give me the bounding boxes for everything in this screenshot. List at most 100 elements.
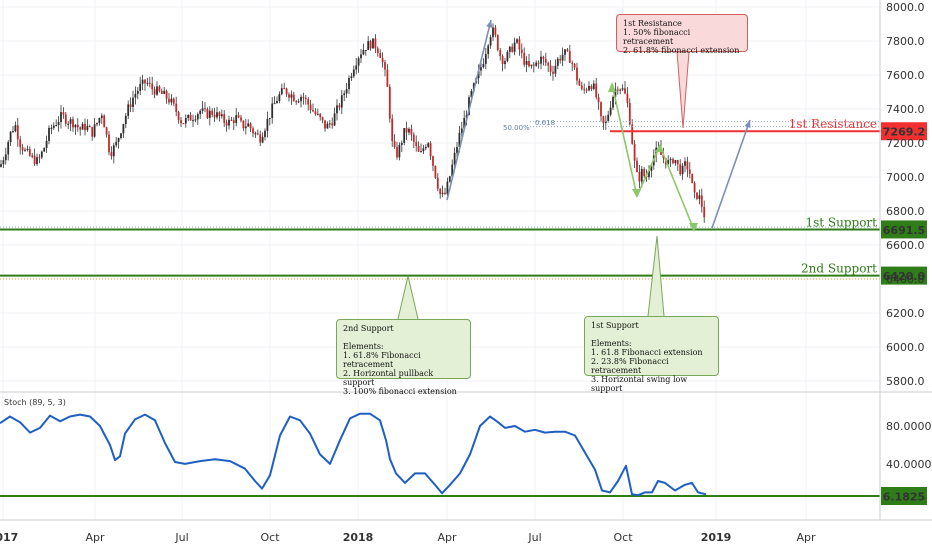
candle-body [264,130,266,138]
candle-body [139,83,142,91]
candle-body [151,83,154,90]
candle-body [321,117,324,121]
candle-body [674,160,677,164]
candle-body [633,143,636,161]
swing-arrow-head [689,223,698,232]
candle-body [141,79,144,84]
candle-body [669,159,672,161]
candle-body [336,105,338,114]
price-tick-label: 6600.0 [886,239,925,252]
candle-body [398,144,401,158]
candle-body [595,83,598,98]
candle-body [204,108,206,110]
candle-body [561,54,564,61]
candle-body [228,119,230,126]
candle-body [444,192,446,194]
price-tick-label: 5800.0 [886,375,925,388]
candle-body [681,165,684,175]
candle-body [278,94,281,102]
candle-body [436,177,439,189]
time-tick-label: Apr [796,531,816,544]
candle-body [324,120,326,129]
annotation-line: 3. 100% fibonacci extension [343,387,457,396]
time-tick-label: 2018 [343,531,374,544]
price-series [0,23,706,223]
level-value-label: 6691.5 [883,224,925,237]
candle-body [175,103,178,112]
candle-body [340,95,343,108]
candle-body [129,104,132,107]
annotation-line: 1. 61.8 Fibonacci extension [591,348,703,357]
candle-body [648,170,650,178]
candle-body [501,55,504,65]
candle-body [295,101,298,103]
price-tick-label: 6000.0 [886,341,925,354]
annotation-line: 1. 50% fibonacci retracement [623,28,691,46]
candle-body [81,123,84,130]
candle-body [312,110,314,112]
candle-body [434,165,437,178]
price-tick-label: 7200.0 [886,137,925,150]
candle-body [206,108,209,118]
candle-body [136,90,139,94]
candle-body [511,46,514,52]
candle-body [547,62,550,66]
annotation-line: 3. Horizontal swing low support [591,375,688,393]
candle-body [698,195,701,199]
second-support-callout-pointer [397,275,419,320]
candle-body [218,112,221,117]
candle-body [588,85,590,91]
annotation-spacer [591,330,712,339]
candle-body [285,88,288,95]
candle-body [170,98,173,103]
candle-body [446,181,449,194]
candle-body [602,116,605,124]
time-tick-label: Jul [174,531,188,544]
candle-body [612,96,614,108]
candle-body [609,107,612,115]
candle-body [331,123,334,126]
candle-body [240,117,242,121]
candle-body [247,123,250,127]
candle-body [28,148,31,156]
stoch-line [0,412,707,497]
candle-body [259,134,262,143]
candle-body [432,156,434,166]
candle-body [223,114,226,123]
candle-body [477,70,480,79]
candle-body [0,164,2,167]
candle-body [230,119,233,121]
candle-body [532,64,535,66]
candle-body [64,114,67,124]
candle-body [523,53,526,65]
candle-body [504,61,506,65]
candle-body [348,78,350,90]
candle-body [537,62,540,64]
candle-body [410,128,413,135]
candle-body [211,110,214,115]
candle-body [585,89,588,91]
candle-body [400,142,403,145]
candle-body [268,118,271,120]
candle-body [643,169,646,177]
candle-body [103,115,106,128]
candle-body [302,96,305,98]
candle-body [580,85,583,89]
candle-body [115,141,118,146]
level-value-box [881,122,927,141]
candle-body [283,88,286,90]
candle-body [352,69,355,77]
candle-body [549,65,552,72]
level-value-box [881,266,927,285]
candle-body [69,119,72,124]
level-label: 1st Resistance [789,117,877,131]
level-value-box [881,220,927,239]
projection-arrow [711,119,751,229]
candle-body [667,160,670,165]
candle-body [146,82,149,84]
annotation-line: 1st Resistance [623,19,682,28]
candle-body [261,137,264,143]
candle-body [408,128,410,133]
candle-body [451,164,454,177]
